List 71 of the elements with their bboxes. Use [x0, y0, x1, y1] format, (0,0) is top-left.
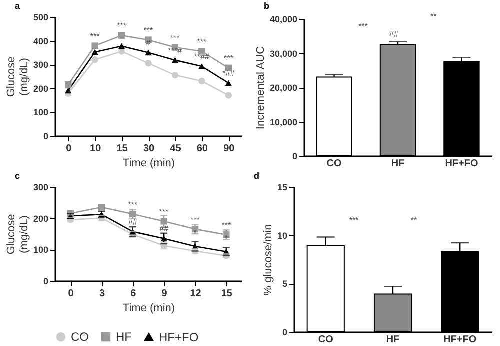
annotation: ***: [128, 200, 138, 210]
y-tick-label: 0: [292, 152, 298, 162]
annotation: ##: [160, 224, 170, 234]
y-tick-label: 200: [33, 214, 48, 224]
y-tick-label: 0: [43, 276, 48, 286]
annotation: *##: [222, 69, 236, 78]
annotation: ***: [170, 33, 180, 42]
y-tick-label: 20,000: [270, 83, 298, 93]
y-tick-label: 200: [33, 84, 48, 94]
annotation: ***: [144, 26, 154, 36]
y-tick-label: 0: [282, 328, 288, 338]
x-tick-label: 12: [190, 288, 202, 300]
x-axis-title: Time (min): [122, 158, 176, 170]
annotation: *: [194, 228, 197, 237]
y-tick-label: 15: [277, 182, 288, 192]
x-tick-label: HF+FO: [445, 158, 478, 170]
x-tick-label: 15: [116, 144, 128, 154]
y-axis-title: Glucose (mg/dL): [5, 214, 30, 255]
annotation: ***: [358, 22, 368, 31]
y-tick-label: 0: [43, 132, 48, 142]
annotation: ***: [349, 216, 359, 225]
annotation: #: [146, 38, 152, 48]
y-tick-label: 300: [33, 182, 48, 192]
x-tick-label: 10: [90, 144, 102, 154]
chart-title: d: [254, 171, 260, 181]
y-tick-label: 30,000: [270, 48, 298, 59]
x-tick-label: 9: [162, 288, 168, 300]
annotation: ***: [224, 54, 234, 64]
x-tick-label: 30: [143, 144, 155, 154]
x-tick-label: 60: [196, 144, 208, 154]
annotation: ***: [190, 215, 200, 224]
x-tick-label: CO: [318, 334, 334, 346]
annotation: ***: [222, 220, 232, 230]
x-tick-label: 0: [68, 288, 74, 300]
y-tick-label: 100: [33, 245, 48, 256]
annotation: **: [430, 12, 437, 21]
x-tick-label: 45: [170, 144, 182, 154]
x-axis-title: Time (min): [122, 302, 176, 314]
x-tick-label: 3: [99, 288, 106, 300]
chart-title: c: [15, 171, 20, 181]
annotation: ***#: [168, 46, 183, 56]
y-tick-label: 5: [282, 279, 288, 290]
x-tick-label: CO: [326, 158, 342, 170]
annotation: *: [224, 234, 228, 243]
annotation: ***: [159, 207, 169, 216]
y-tick-label: 100: [33, 108, 48, 118]
y-axis-title: Glucose (mg/dL): [5, 56, 30, 98]
y-tick-label: 300: [33, 60, 48, 70]
y-tick-label: 500: [33, 12, 48, 22]
x-tick-label: 0: [66, 144, 72, 154]
annotation: ***: [117, 22, 126, 31]
chart-title: b: [264, 1, 270, 11]
annotation: ##: [390, 30, 399, 39]
annotation: ##: [128, 218, 138, 227]
y-tick-label: 400: [33, 36, 48, 46]
x-tick-label: HF+FO: [444, 334, 477, 346]
y-tick-label: 10,000: [270, 117, 298, 128]
annotation: ***: [90, 32, 100, 42]
x-tick-label: 15: [221, 288, 233, 300]
x-tick-label: HF: [391, 158, 405, 170]
y-tick-label: 40,000: [270, 14, 298, 24]
annotation: **: [410, 216, 418, 225]
y-tick-label: 10: [277, 230, 288, 241]
annotation: **##: [194, 52, 210, 62]
x-tick-label: 90: [224, 144, 236, 154]
chart-title: a: [15, 1, 21, 11]
annotation: ***: [197, 38, 207, 47]
y-axis-title: % glucose/min: [262, 224, 274, 296]
x-tick-label: 6: [130, 288, 137, 300]
x-tick-label: HF: [386, 334, 400, 346]
y-axis-title: Incremental AUC: [254, 46, 267, 130]
